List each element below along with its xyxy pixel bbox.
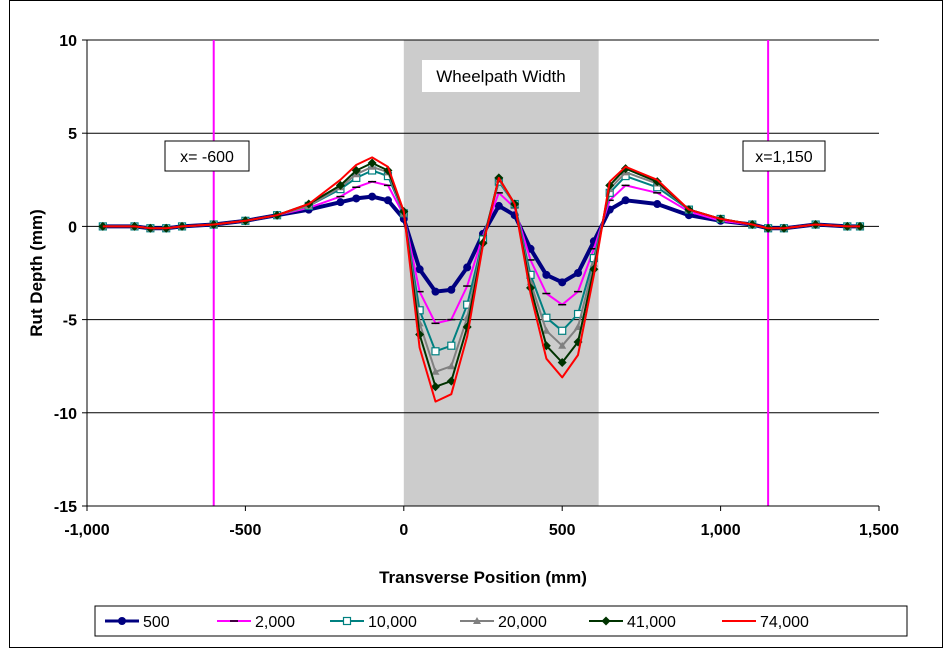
y-tick-label: 0 <box>68 219 77 236</box>
data-point <box>653 200 662 209</box>
data-point <box>621 196 630 205</box>
reference-label: x=1,150 <box>755 149 812 166</box>
data-point <box>542 270 551 279</box>
y-tick-label: -10 <box>54 406 77 423</box>
data-point <box>352 194 361 203</box>
data-point <box>118 617 126 625</box>
data-point <box>558 341 567 349</box>
data-point <box>447 362 456 370</box>
legend-label: 74,000 <box>760 614 809 631</box>
legend-label: 500 <box>143 614 170 631</box>
x-tick-label: 0 <box>399 522 408 539</box>
data-point <box>494 201 503 210</box>
x-tick-label: -500 <box>229 522 261 539</box>
y-tick-label: 5 <box>68 126 77 143</box>
x-tick-label: 500 <box>549 522 576 539</box>
data-point <box>342 616 352 626</box>
data-point <box>463 263 472 272</box>
data-point <box>558 326 567 335</box>
data-point <box>557 357 567 367</box>
data-point <box>336 198 345 207</box>
y-tick-label: 10 <box>59 33 77 50</box>
data-point <box>447 341 456 350</box>
data-point <box>383 196 392 205</box>
y-tick-label: -15 <box>54 499 77 516</box>
data-point <box>368 192 377 201</box>
wheelpath-region <box>403 40 599 506</box>
x-axis-label: Transverse Position (mm) <box>379 568 587 587</box>
legend-label: 2,000 <box>255 614 295 631</box>
data-point <box>542 326 551 334</box>
wheelpath-label-box <box>422 60 580 92</box>
legend-label: 10,000 <box>368 614 417 631</box>
series-line <box>102 156 860 403</box>
x-tick-label: -1,000 <box>64 522 109 539</box>
data-point <box>430 382 440 392</box>
data-point <box>431 287 440 296</box>
x-tick-label: 1,500 <box>859 522 899 539</box>
data-point <box>335 180 345 190</box>
data-point <box>431 347 440 356</box>
reference-label-box <box>742 140 826 172</box>
data-point <box>621 164 631 174</box>
data-point <box>574 269 583 277</box>
reference-label: x= -600 <box>180 149 234 166</box>
data-point <box>367 158 377 168</box>
data-point <box>473 617 481 624</box>
legend-label: 41,000 <box>627 614 676 631</box>
data-point <box>558 278 567 287</box>
y-axis-label: Rut Depth (mm) <box>27 209 46 336</box>
data-point <box>447 285 456 294</box>
wheelpath-label: Wheelpath Width <box>436 67 565 86</box>
legend-label: 20,000 <box>498 614 547 631</box>
x-tick-label: 1,000 <box>701 522 741 539</box>
reference-label-box <box>164 140 250 172</box>
y-tick-label: -5 <box>63 313 77 330</box>
data-point <box>431 367 440 375</box>
data-point <box>415 265 424 274</box>
data-point <box>601 616 611 626</box>
